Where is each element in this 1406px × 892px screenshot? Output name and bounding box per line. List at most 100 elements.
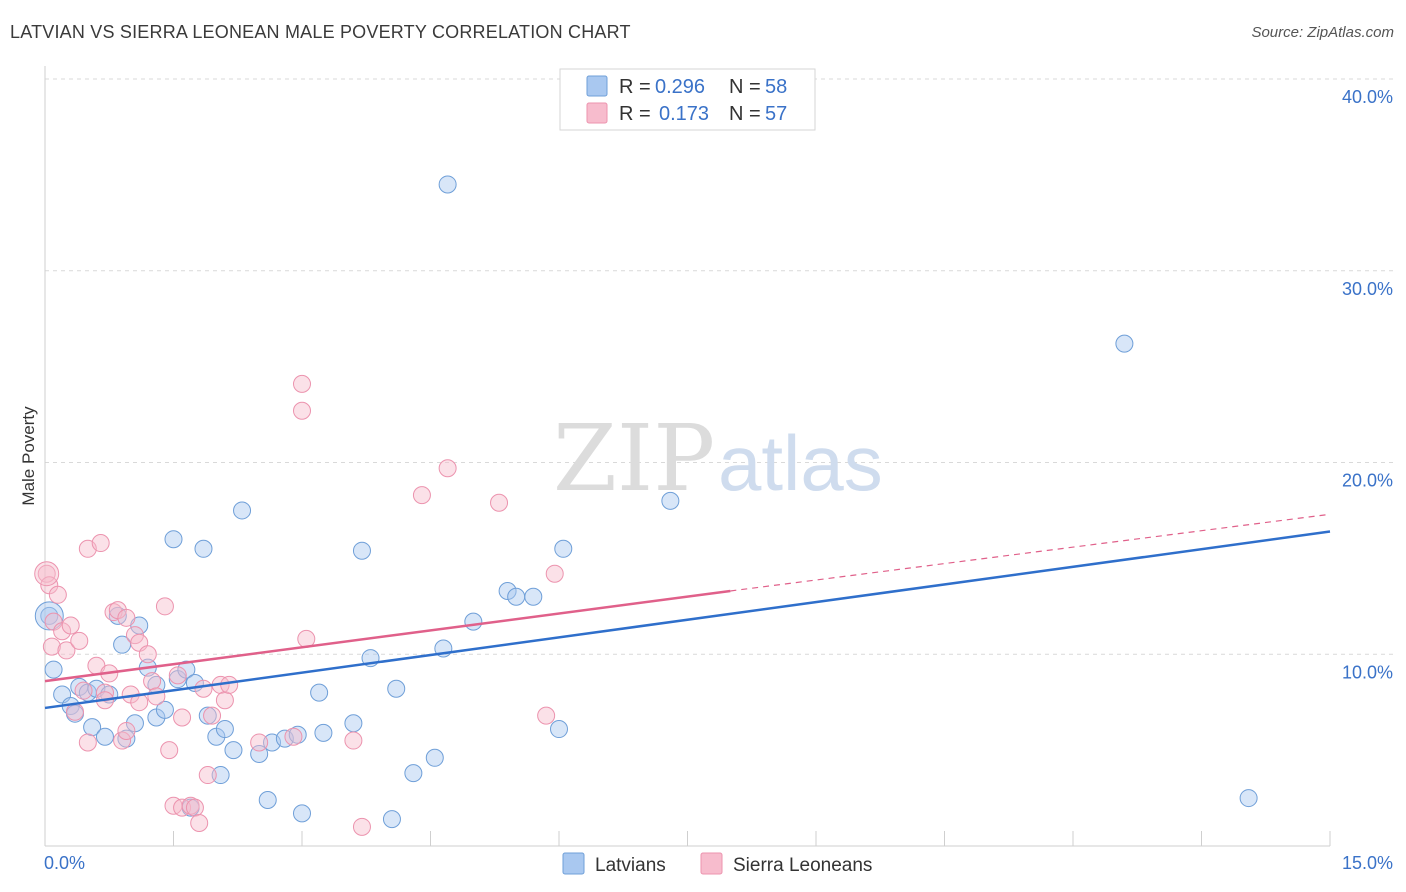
sierra-leonean-point [48, 585, 67, 604]
sierra-leonean-point [57, 641, 76, 660]
bottom-legend-sierra-leoneans: Sierra Leoneans [733, 855, 872, 876]
source-label: Source: ZipAtlas.com [1251, 24, 1394, 41]
latvian-point [464, 612, 483, 631]
sierra-leonean-point [173, 708, 192, 727]
latvian-point [34, 601, 64, 631]
sierra-leonean-point [37, 564, 56, 583]
sierra-leonean-point [198, 766, 217, 785]
x-tick-label-max: 15.0% [1342, 853, 1393, 873]
latvian-point [382, 810, 401, 829]
sierra-leonean-point [220, 675, 239, 694]
sierra-leonean-point [215, 691, 234, 710]
legend-r-value-1: 0.296 [655, 76, 705, 98]
x-tick-label-min: 0.0% [44, 853, 85, 873]
grid-lines [45, 78, 1393, 655]
sierra-leonean-point [203, 706, 222, 725]
latvian-point [352, 541, 371, 560]
watermark-atlas: atlas [718, 419, 883, 507]
sierra-leonean-point [537, 706, 556, 725]
watermark-zip: ZIP [553, 405, 715, 512]
latvian-point [211, 766, 230, 785]
latvian-point [314, 723, 333, 742]
sierra-leonean-point [130, 693, 149, 712]
sierra-leonean-point [250, 733, 269, 752]
sierra-leonean-point [490, 493, 509, 512]
latvian-point [310, 683, 329, 702]
bottom-legend-latvians: Latvians [595, 855, 666, 876]
sierra-leonean-point [185, 798, 204, 817]
sierra-leonean-point [155, 597, 174, 616]
sierra-leonean-point [61, 616, 80, 635]
sierra-leonean-point [293, 374, 311, 393]
latvian-point [1239, 789, 1258, 808]
latvian-point [404, 764, 423, 783]
sierra-leonean-point [160, 741, 179, 760]
legend-n-value-1: 58 [765, 76, 787, 98]
latvian-point [198, 706, 217, 725]
y-tick-label-10: 10.0% [1342, 662, 1393, 682]
sierra-leoneans-trend-line [44, 589, 731, 683]
sierra-leonean-point [194, 679, 213, 698]
sierra-leonean-point [74, 681, 93, 700]
y-tick-label-20: 20.0% [1342, 471, 1393, 491]
y-tick-label-30: 30.0% [1342, 279, 1393, 299]
latvian-point [554, 539, 573, 558]
sierra-leonean-point [545, 564, 564, 583]
sierra-leonean-point [293, 401, 311, 420]
sierra-leonean-point [344, 731, 363, 750]
sierra-leoneans-trend-extension [730, 513, 1331, 592]
top-legend: R = 0.296 N = 58 R = 0.173 N = 57 [559, 68, 816, 131]
sierra-leonean-point [95, 683, 114, 702]
latvian-point [661, 491, 680, 510]
y-tick-label-40: 40.0% [1342, 87, 1393, 107]
y-axis-label: Male Poverty [19, 406, 38, 506]
latvian-point [233, 501, 252, 520]
legend-n-value-2: 57 [765, 103, 787, 125]
latvian-point [387, 679, 406, 698]
bottom-legend-swatch-sierra-leoneans [700, 852, 723, 875]
latvian-point [215, 720, 234, 739]
sierra-leonean-point [143, 672, 162, 691]
latvian-point [258, 790, 277, 809]
sierra-leonean-point [117, 608, 136, 627]
sierra-leonean-point [91, 534, 110, 553]
latvian-point [44, 660, 63, 679]
sierra-leonean-point [352, 817, 371, 836]
sierra-leonean-point [42, 637, 61, 656]
sierra-leoneans-points [34, 374, 564, 836]
sierra-leonean-point [117, 721, 136, 740]
x-tick-marks [173, 831, 1331, 846]
watermark: ZIP atlas [553, 405, 883, 512]
bottom-legend-swatch-latvians [562, 852, 585, 875]
y-tick-labels: 10.0% 20.0% 30.0% 40.0% [1342, 87, 1393, 682]
latvian-point [224, 741, 243, 760]
legend-swatch-sierra-leoneans [586, 102, 608, 124]
latvian-point [344, 714, 363, 733]
trend-lines [44, 513, 1331, 710]
legend-n-label-2: N = [729, 103, 761, 125]
sierra-leonean-point [284, 727, 303, 746]
sierra-leonean-point [113, 731, 132, 750]
sierra-leonean-point [78, 733, 97, 752]
sierra-leonean-point [138, 645, 157, 664]
sierra-leonean-point [190, 813, 209, 832]
latvian-point [95, 727, 114, 746]
latvians-trend-line [44, 530, 1331, 710]
sierra-leonean-point [147, 687, 166, 706]
latvian-point [438, 175, 457, 194]
latvian-point [155, 700, 174, 719]
latvian-point [194, 539, 213, 558]
legend-r-label-1: R = [619, 76, 651, 98]
latvian-point [425, 748, 444, 767]
latvian-point [293, 804, 311, 823]
legend-n-label-1: N = [729, 76, 761, 98]
legend-swatch-latvians [586, 75, 608, 97]
sierra-leonean-point [438, 459, 457, 478]
chart-title: LATVIAN VS SIERRA LEONEAN MALE POVERTY C… [10, 22, 631, 42]
sierra-leonean-point [168, 666, 187, 685]
latvian-point [550, 720, 568, 739]
latvian-point [164, 530, 183, 549]
legend-r-value-2: 0.173 [659, 103, 709, 125]
sierra-leonean-point [70, 631, 89, 650]
